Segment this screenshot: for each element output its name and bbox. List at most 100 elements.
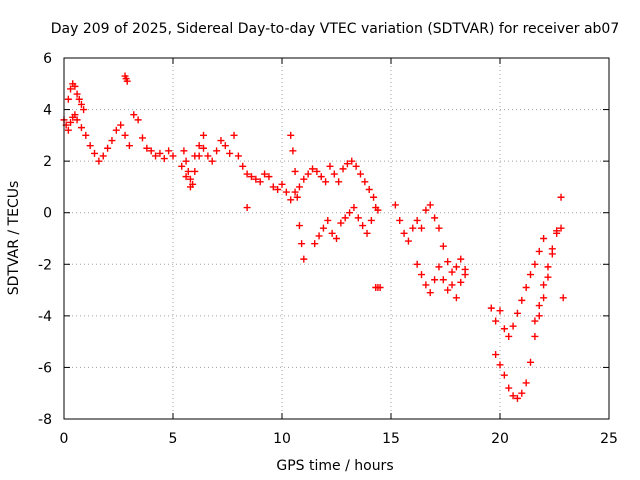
data-point (354, 214, 362, 222)
data-point (143, 144, 151, 152)
data-point (522, 379, 530, 387)
data-point (123, 77, 131, 85)
data-point (505, 384, 513, 392)
data-point (295, 183, 303, 191)
data-point (91, 149, 99, 157)
data-point (282, 188, 290, 196)
data-point (444, 258, 452, 266)
data-point (350, 204, 358, 212)
data-point (509, 322, 517, 330)
data-point (343, 160, 351, 168)
data-point (313, 167, 321, 175)
data-point (64, 126, 72, 134)
data-point (492, 317, 500, 325)
data-point (326, 162, 334, 170)
data-point (431, 214, 439, 222)
data-point (372, 204, 380, 212)
data-point (404, 237, 412, 245)
data-point (540, 235, 548, 242)
data-point (418, 271, 426, 279)
data-point (221, 142, 229, 150)
data-point (461, 271, 469, 279)
data-point (356, 170, 364, 178)
data-point (448, 268, 456, 276)
data-point (328, 229, 336, 237)
data-point (77, 100, 85, 108)
data-point (396, 216, 404, 224)
data-point (269, 183, 277, 191)
data-point (195, 142, 203, 150)
data-point (71, 111, 79, 119)
data-point (391, 201, 399, 209)
data-point (80, 106, 88, 114)
data-point (73, 90, 81, 98)
data-point (208, 157, 216, 165)
data-point (121, 131, 129, 139)
data-point (195, 152, 203, 160)
data-point (452, 263, 460, 271)
data-point (82, 131, 90, 139)
data-point (213, 147, 221, 155)
data-point (535, 302, 543, 310)
data-point (71, 82, 79, 90)
data-point (191, 167, 199, 175)
data-point (169, 152, 177, 160)
data-point (535, 247, 543, 255)
x-tick-label: 15 (382, 431, 400, 447)
data-point (156, 149, 164, 157)
y-tick-label: -2 (38, 257, 52, 273)
y-tick-label: 0 (43, 206, 52, 222)
data-point (152, 152, 160, 160)
data-point (304, 170, 312, 178)
axis-ticks: 0 5 10 15 20 25 -8 -6 -4 -2 0 2 4 6 (38, 51, 618, 447)
data-point (496, 307, 504, 315)
data-point (184, 167, 192, 175)
data-point (448, 281, 456, 289)
data-point (182, 157, 190, 165)
data-point (230, 131, 238, 139)
data-point (518, 296, 526, 304)
y-tick-label: -4 (38, 309, 52, 325)
data-point (289, 147, 297, 155)
y-tick-label: 2 (43, 154, 52, 170)
data-point (315, 232, 323, 240)
data-point (522, 283, 530, 291)
x-tick-label: 5 (169, 431, 178, 447)
data-point (330, 170, 338, 178)
data-point (359, 222, 367, 230)
data-point (226, 149, 234, 157)
data-point (265, 173, 273, 181)
data-points (60, 72, 567, 402)
data-point (333, 235, 340, 242)
data-point (217, 137, 225, 145)
data-point (160, 155, 168, 163)
data-point (487, 304, 495, 312)
data-point (431, 276, 439, 284)
data-point (367, 216, 375, 224)
data-point (125, 142, 133, 150)
data-point (317, 173, 325, 181)
data-point (444, 286, 452, 294)
data-point (370, 193, 378, 201)
data-point (426, 289, 434, 297)
data-point (557, 224, 565, 232)
data-point (439, 242, 447, 250)
data-point (422, 281, 430, 289)
data-point (337, 219, 345, 227)
data-point (200, 144, 208, 152)
data-point (134, 116, 142, 124)
data-point (234, 152, 242, 160)
data-point (496, 361, 504, 369)
data-point (117, 121, 125, 129)
data-point (186, 183, 194, 191)
data-point (200, 131, 208, 139)
data-point (346, 209, 354, 217)
y-tick-label: 6 (43, 51, 52, 67)
data-point (311, 240, 319, 248)
data-point (439, 276, 447, 284)
data-point (335, 178, 343, 186)
data-point (287, 131, 295, 139)
data-point (413, 216, 421, 224)
data-point (322, 178, 330, 186)
